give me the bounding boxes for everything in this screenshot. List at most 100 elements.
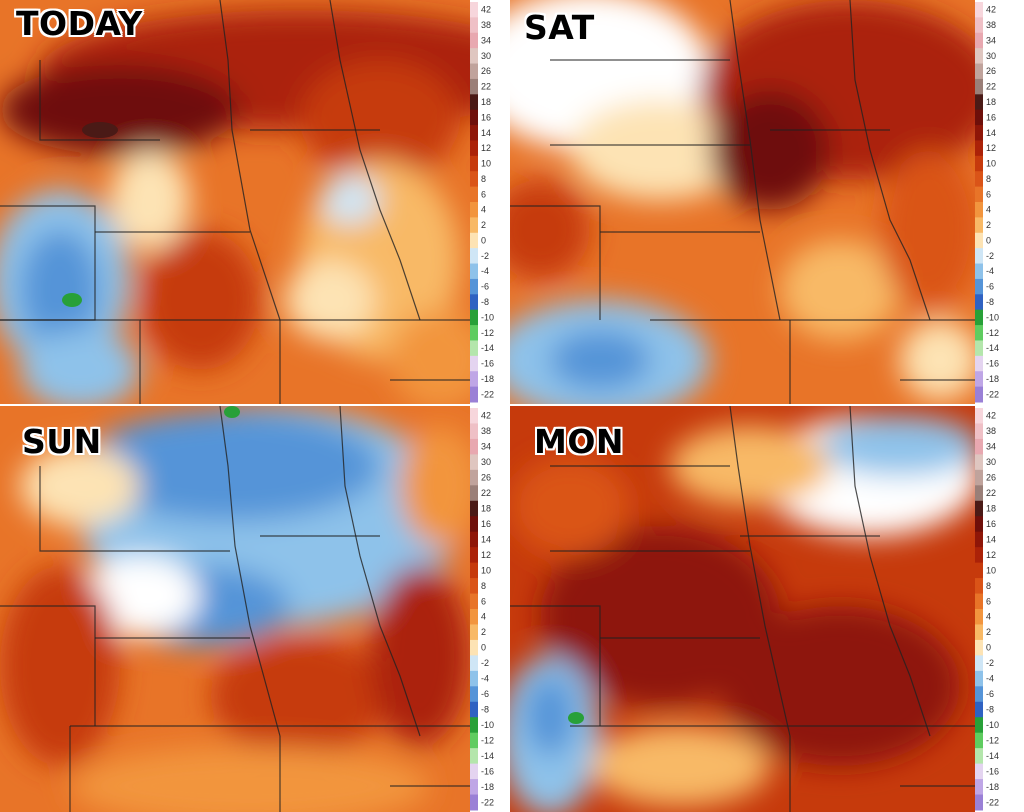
temperature-map-mon — [510, 406, 975, 812]
legend-swatch — [470, 17, 478, 34]
legend-swatch — [470, 593, 478, 610]
legend-svg: 423834302622181614121086420-2-4-6-8-10-1… — [975, 2, 999, 403]
legend-swatch — [470, 578, 478, 595]
legend-tick-label: -14 — [986, 343, 999, 353]
legend-swatch — [470, 140, 478, 157]
legend-svg: 423834302622181614121086420-2-4-6-8-10-1… — [470, 2, 494, 403]
legend-swatch — [975, 263, 983, 280]
legend-swatch — [470, 78, 478, 95]
legend-tick-label: 0 — [481, 643, 486, 653]
legend-tick-label: 8 — [481, 581, 486, 591]
legend-swatch — [470, 2, 478, 18]
legend-tick-label: -2 — [481, 251, 489, 261]
legend-swatch — [470, 155, 478, 172]
legend-swatch — [975, 32, 983, 49]
legend-tick-label: -22 — [481, 389, 494, 399]
legend-tick-label: 6 — [481, 596, 486, 606]
legend-tick-label: -10 — [986, 720, 999, 730]
legend-swatch — [975, 516, 983, 533]
legend-tick-label: 8 — [986, 174, 991, 184]
legend-tick-label: -18 — [986, 374, 999, 384]
legend-tick-label: 26 — [986, 473, 996, 483]
legend-tick-label: -12 — [986, 328, 999, 338]
legend-tick-label: -16 — [986, 766, 999, 776]
legend-swatch — [470, 94, 478, 111]
legend-tick-label: 0 — [986, 235, 991, 245]
legend-tick-label: 30 — [481, 51, 491, 61]
legend-tick-label: 6 — [481, 189, 486, 199]
legend-swatch — [470, 547, 478, 564]
legend-swatch — [975, 454, 983, 471]
legend-tick-label: 14 — [986, 534, 996, 544]
legend-swatch — [975, 248, 983, 265]
color-legend-bottom-right: 42 38 34 30 26 22 18 16 14 12 10 8 6 4 2 0 -2 -4 -6 -8 -10 -1… — [975, 406, 1024, 812]
legend-swatch — [975, 217, 983, 234]
legend-tick-label: 16 — [481, 519, 491, 529]
legend-swatch — [975, 794, 983, 811]
legend-swatch — [975, 469, 983, 486]
legend-tick-label: 42 — [986, 411, 996, 421]
legend-swatch — [470, 386, 478, 403]
legend-swatch — [470, 763, 478, 780]
legend-tick-label: 30 — [986, 51, 996, 61]
legend-tick-label: -16 — [986, 359, 999, 369]
legend-tick-label: 4 — [986, 612, 991, 622]
legend-swatch — [975, 309, 983, 326]
legend-tick-label: -12 — [481, 328, 494, 338]
legend-swatch — [470, 217, 478, 234]
legend-swatch — [975, 371, 983, 388]
legend-swatch — [470, 670, 478, 687]
legend-tick-label: 26 — [986, 66, 996, 76]
legend-swatch — [975, 732, 983, 749]
legend-tick-label: -14 — [986, 751, 999, 761]
state-borders — [510, 0, 975, 404]
legend-tick-label: 18 — [986, 504, 996, 514]
legend-swatch — [470, 469, 478, 486]
legend-tick-label: 6 — [986, 596, 991, 606]
legend-swatch — [470, 125, 478, 141]
legend-tick-label: -16 — [481, 359, 494, 369]
legend-swatch — [470, 202, 478, 218]
map-panel-sun: SUN — [0, 406, 470, 812]
legend-tick-label: 18 — [481, 97, 491, 107]
legend-tick-label: 30 — [481, 457, 491, 467]
legend-swatch — [975, 78, 983, 95]
legend-swatch — [470, 639, 478, 656]
legend-swatch — [470, 232, 478, 249]
legend-swatch — [470, 48, 478, 65]
legend-swatch — [975, 717, 983, 734]
legend-tick-label: 12 — [986, 143, 996, 153]
legend-tick-label: 38 — [986, 426, 996, 436]
legend-swatch — [975, 63, 983, 80]
legend-tick-label: 14 — [481, 128, 491, 138]
legend-swatch — [470, 438, 478, 455]
legend-swatch — [470, 340, 478, 357]
day-label-today: TODAY — [16, 4, 143, 43]
legend-swatch — [975, 278, 983, 295]
legend-swatch — [975, 325, 983, 341]
legend-tick-label: 22 — [986, 82, 996, 92]
legend-swatch — [470, 686, 478, 703]
legend-swatch — [975, 340, 983, 357]
legend-tick-label: 26 — [481, 66, 491, 76]
legend-swatch — [975, 408, 983, 424]
legend-tick-label: 4 — [481, 205, 486, 215]
legend-tick-label: 14 — [481, 534, 491, 544]
legend-swatch — [975, 748, 983, 765]
temperature-map-sun — [0, 406, 470, 812]
legend-swatch — [975, 94, 983, 111]
legend-swatch — [470, 263, 478, 280]
legend-swatch — [470, 748, 478, 765]
legend-swatch — [470, 779, 478, 796]
legend-swatch — [470, 516, 478, 533]
legend-tick-label: 2 — [986, 220, 991, 230]
legend-swatch — [975, 171, 983, 188]
legend-swatch — [975, 500, 983, 517]
legend-swatch — [975, 294, 983, 311]
map-panel-today: TODAY — [0, 0, 470, 404]
legend-swatch — [470, 624, 478, 641]
legend-tick-label: 16 — [481, 112, 491, 122]
day-label-sat: SAT — [524, 8, 595, 47]
legend-tick-label: 16 — [986, 112, 996, 122]
legend-tick-label: 2 — [481, 220, 486, 230]
